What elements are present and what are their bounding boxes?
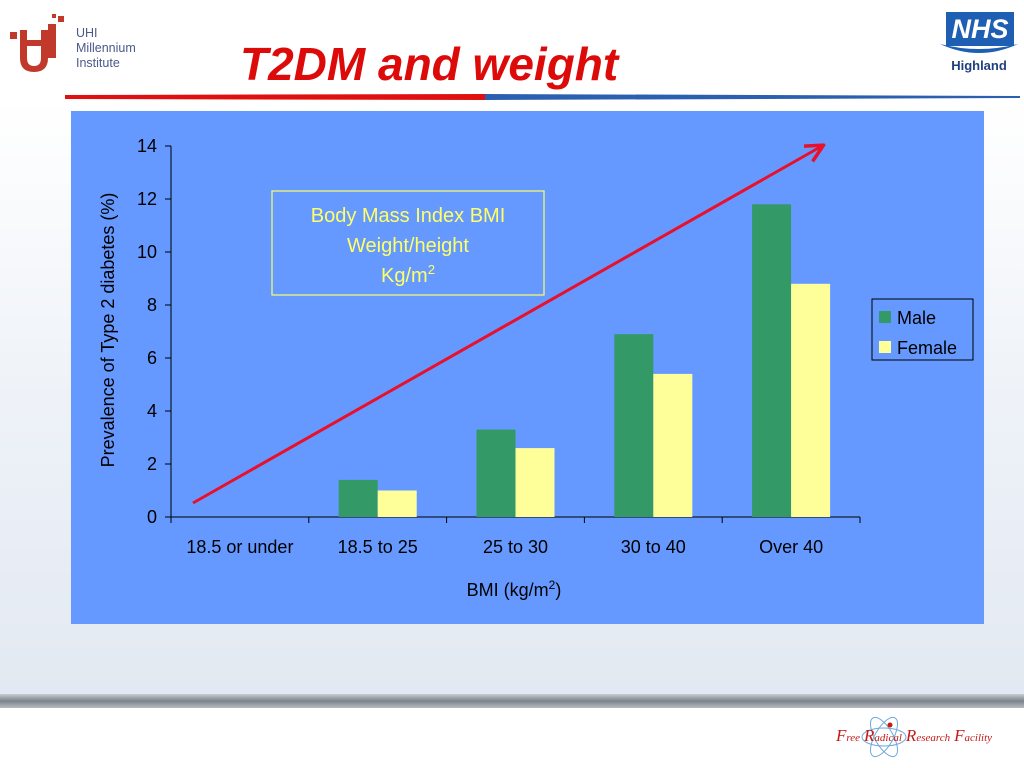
- nhs-swoosh-icon: [940, 44, 1018, 53]
- y-tick-label: 14: [137, 136, 157, 156]
- trend-arrow: [192, 146, 822, 505]
- nhs-logo-name: Highland: [951, 58, 1007, 73]
- frrf-r2-rest: esearch: [916, 732, 951, 744]
- y-tick-label: 4: [147, 401, 157, 421]
- uhi-logo-line2: Millennium: [76, 41, 136, 55]
- chart-bars: [338, 204, 831, 518]
- slide-title: T2DM and weight: [240, 38, 619, 90]
- uhi-logo-line1: UHI: [76, 26, 98, 40]
- frrf-r1-rest: adical: [874, 732, 902, 744]
- bmi-annotation-box: Body Mass Index BMI Weight/height Kg/m2: [271, 190, 545, 296]
- annotation-line3-sup: 2: [428, 262, 435, 277]
- x-tick-label: 18.5 to 25: [338, 537, 418, 557]
- frrf-f2: F: [954, 726, 965, 745]
- title-underline: [65, 94, 1020, 100]
- legend-label-female: Female: [897, 338, 957, 358]
- frrf-f2-rest: acility: [964, 732, 993, 744]
- annotation-line1: Body Mass Index BMI: [311, 205, 506, 227]
- x-axis-label-sup: 2: [549, 578, 556, 592]
- legend-swatch-female: [879, 341, 891, 353]
- y-tick-label: 2: [147, 454, 157, 474]
- y-tick-label: 0: [147, 507, 157, 527]
- bar-male: [614, 334, 654, 517]
- bar-female: [377, 490, 417, 517]
- y-axis-label: Prevalence of Type 2 diabetes (%): [98, 193, 118, 468]
- frrf-f1: F: [836, 726, 847, 745]
- y-tick-label: 8: [147, 295, 157, 315]
- bar-female: [515, 448, 555, 517]
- x-axis-label-end: ): [555, 580, 561, 600]
- x-tick-label: 25 to 30: [483, 537, 548, 557]
- slide-header: [0, 0, 1024, 100]
- frrf-r1: R: [864, 726, 875, 745]
- x-axis-label: BMI (kg/m2): [467, 578, 562, 600]
- frrf-r2: R: [905, 726, 917, 745]
- uhi-logo: UHI Millennium Institute: [8, 10, 158, 82]
- uhi-logo-mark-icon: [10, 14, 64, 72]
- bar-female: [791, 283, 831, 517]
- chart-area: [71, 111, 984, 624]
- legend-label-male: Male: [897, 308, 936, 328]
- bar-male: [476, 429, 516, 517]
- atom-logo-icon: [861, 716, 907, 758]
- frrf-wordmark: Free Radical Research Facility: [836, 726, 992, 746]
- uhi-logo-text: UHI Millennium Institute: [76, 26, 136, 71]
- slide-footer: [0, 708, 1024, 768]
- uhi-logo-line3: Institute: [76, 56, 120, 70]
- bar-male: [752, 204, 792, 518]
- bar-female: [653, 373, 693, 517]
- nhs-logo-mark: NHS: [946, 12, 1014, 46]
- bar-male: [338, 479, 378, 517]
- x-tick-label: Over 40: [759, 537, 823, 557]
- legend-swatch-male: [879, 311, 891, 323]
- y-tick-label: 12: [137, 189, 157, 209]
- x-tick-label: 30 to 40: [621, 537, 686, 557]
- x-tick-label: 18.5 or under: [186, 537, 293, 557]
- annotation-line2: Weight/height: [347, 235, 469, 257]
- frrf-f1-rest: ree: [846, 732, 861, 744]
- footer-band: [0, 694, 1024, 708]
- x-axis-label-text: BMI (kg/m: [467, 580, 549, 600]
- annotation-line3-text: Kg/m: [381, 265, 428, 287]
- chart-legend: Male Female: [871, 298, 974, 361]
- y-tick-label: 6: [147, 348, 157, 368]
- annotation-line3: Kg/m2: [381, 262, 435, 287]
- nhs-highland-logo: NHS Highland: [936, 10, 1022, 76]
- y-tick-label: 10: [137, 242, 157, 262]
